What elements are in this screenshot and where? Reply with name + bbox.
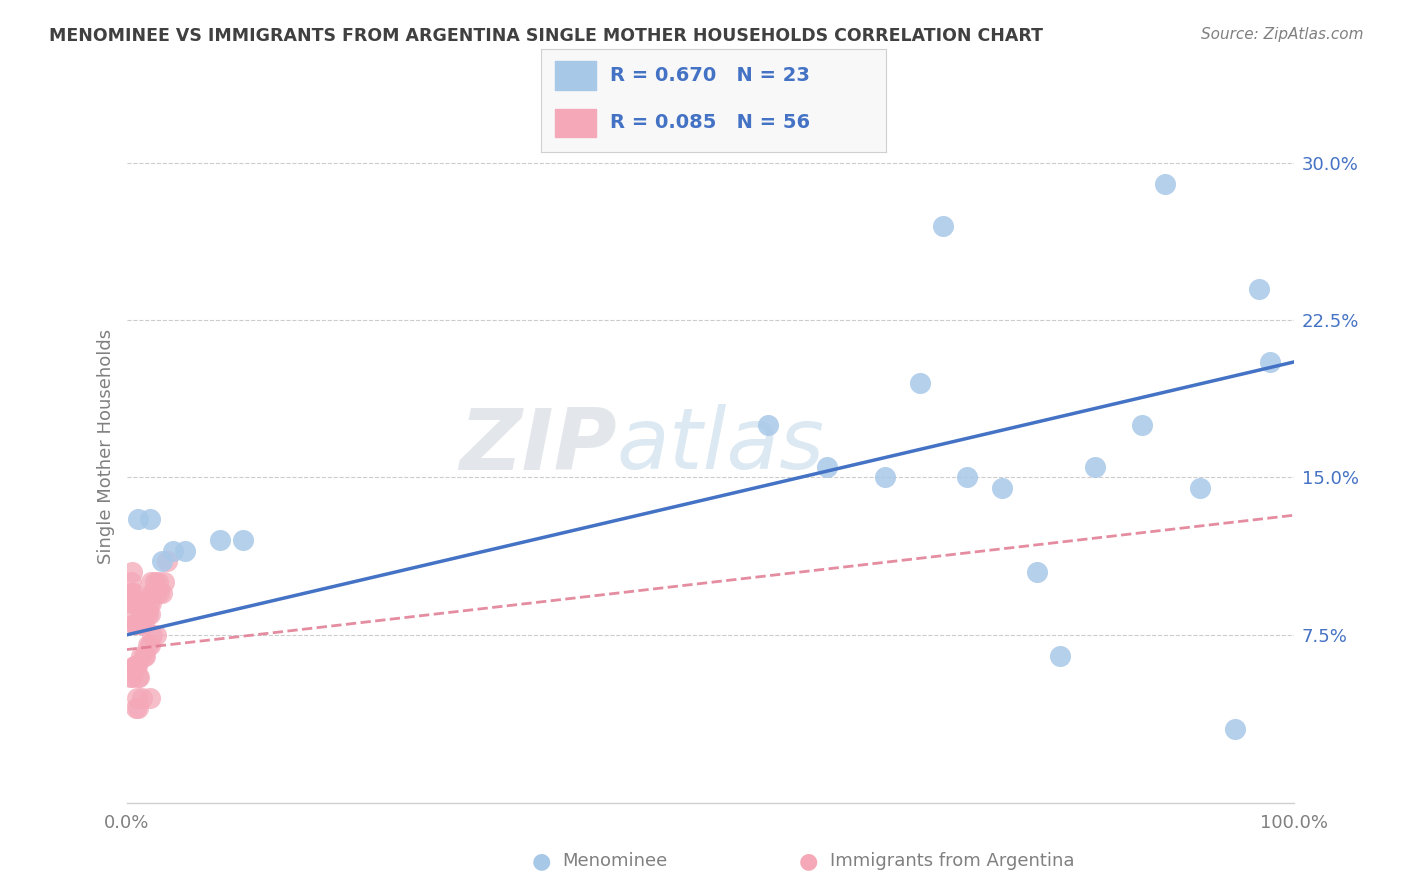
Point — [118, 586, 141, 600]
Point — [990, 481, 1012, 495]
Point — [127, 512, 149, 526]
Point — [1247, 282, 1270, 296]
Point — [128, 617, 150, 632]
Point — [153, 575, 176, 590]
Point — [120, 596, 142, 610]
Point — [150, 554, 173, 568]
Point — [1025, 565, 1047, 579]
Point — [139, 607, 162, 621]
Point — [150, 586, 173, 600]
Point — [125, 659, 148, 673]
Point — [132, 607, 155, 621]
Text: ZIP: ZIP — [458, 404, 617, 488]
Point — [121, 670, 143, 684]
Text: Menominee: Menominee — [562, 852, 668, 870]
Point — [1154, 177, 1177, 191]
Bar — [555, 109, 596, 137]
Point — [124, 617, 146, 632]
Text: ●: ● — [799, 851, 818, 871]
Point — [121, 586, 143, 600]
Point — [143, 575, 166, 590]
Point — [129, 596, 152, 610]
Text: Source: ZipAtlas.com: Source: ZipAtlas.com — [1201, 27, 1364, 42]
Point — [139, 596, 162, 610]
Point — [129, 617, 152, 632]
Text: Immigrants from Argentina: Immigrants from Argentina — [830, 852, 1074, 870]
Point — [756, 417, 779, 432]
Point — [120, 670, 142, 684]
Point — [148, 586, 170, 600]
Point — [122, 586, 145, 600]
Point — [134, 648, 156, 663]
Point — [232, 533, 254, 548]
Point — [132, 617, 155, 632]
Point — [134, 607, 156, 621]
Point — [145, 586, 167, 600]
Point — [127, 596, 149, 610]
Point — [121, 565, 143, 579]
Point — [1049, 648, 1071, 663]
Point — [120, 575, 142, 590]
Bar — [555, 62, 596, 90]
Point — [146, 575, 169, 590]
Point — [122, 659, 145, 673]
Text: R = 0.085   N = 56: R = 0.085 N = 56 — [610, 113, 810, 132]
Point — [142, 586, 165, 600]
Point — [124, 659, 146, 673]
Point — [815, 460, 838, 475]
Text: atlas: atlas — [617, 404, 825, 488]
Point — [875, 470, 897, 484]
Point — [129, 648, 152, 663]
Point — [141, 628, 163, 642]
Point — [127, 701, 149, 715]
Point — [128, 670, 150, 684]
Text: R = 0.670   N = 23: R = 0.670 N = 23 — [610, 66, 810, 86]
Text: ●: ● — [531, 851, 551, 871]
Point — [1189, 481, 1212, 495]
Point — [1223, 723, 1246, 737]
Point — [956, 470, 979, 484]
Point — [1258, 355, 1281, 369]
Point — [145, 628, 167, 642]
Point — [127, 617, 149, 632]
Point — [208, 533, 231, 548]
Point — [139, 512, 162, 526]
Point — [174, 544, 197, 558]
Point — [125, 617, 148, 632]
Text: MENOMINEE VS IMMIGRANTS FROM ARGENTINA SINGLE MOTHER HOUSEHOLDS CORRELATION CHAR: MENOMINEE VS IMMIGRANTS FROM ARGENTINA S… — [49, 27, 1043, 45]
Point — [127, 670, 149, 684]
Point — [125, 659, 148, 673]
Point — [141, 586, 163, 600]
Point — [908, 376, 931, 390]
Point — [125, 690, 148, 705]
Point — [125, 607, 148, 621]
Point — [138, 596, 160, 610]
Point — [124, 596, 146, 610]
Point — [1084, 460, 1107, 475]
Point — [136, 639, 159, 653]
Point — [135, 607, 157, 621]
Point — [136, 607, 159, 621]
Point — [132, 648, 155, 663]
Point — [131, 690, 153, 705]
Point — [122, 617, 145, 632]
Point — [139, 639, 162, 653]
Point — [139, 690, 162, 705]
Point — [932, 219, 955, 233]
Point — [1130, 417, 1153, 432]
Point — [131, 607, 153, 621]
Point — [162, 544, 184, 558]
Y-axis label: Single Mother Households: Single Mother Households — [97, 328, 115, 564]
Point — [139, 575, 162, 590]
Point — [125, 701, 148, 715]
Point — [132, 596, 155, 610]
Point — [156, 554, 179, 568]
